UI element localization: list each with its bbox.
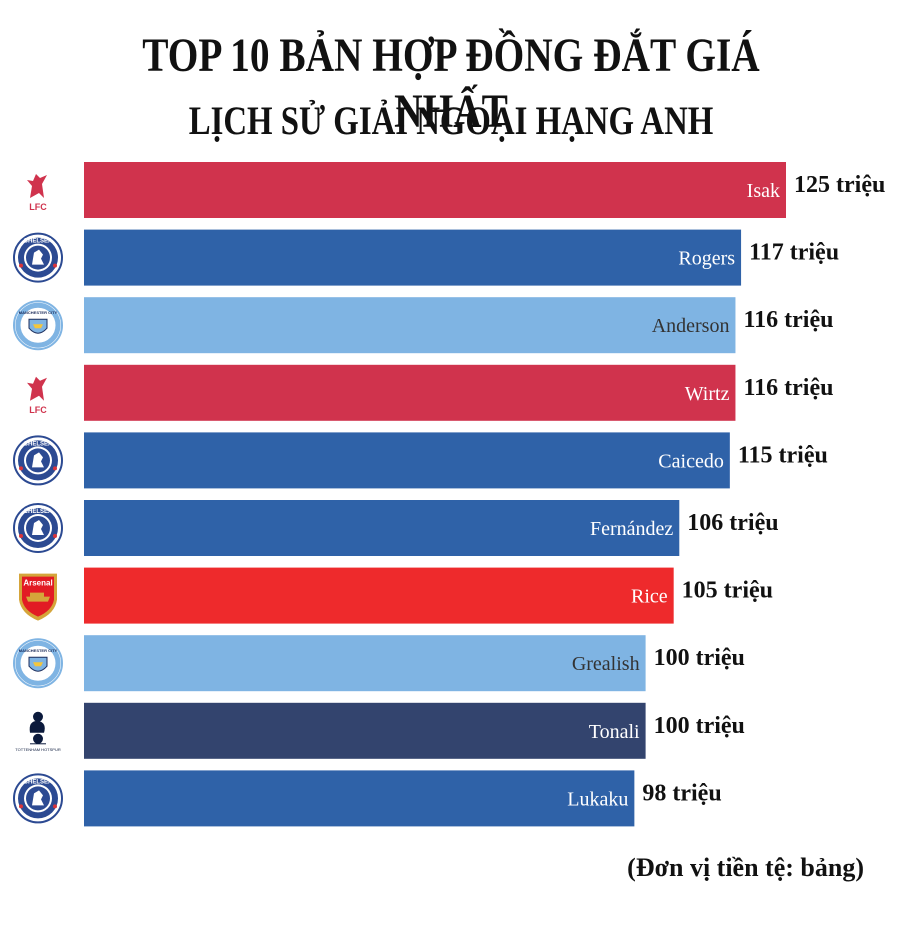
bar [84,702,646,759]
bar [84,162,786,218]
man-city-logo-icon: MANCHESTER CITY [13,300,63,351]
bar [84,229,742,286]
chart-subtitle: LỊCH SỬ GIẢI NGOẠI HẠNG ANH [188,98,714,143]
bar-value-label: 116 triệu [743,307,833,333]
bar-value-label: 100 triệu [654,645,745,671]
bar-name-label: Caicedo [658,450,724,472]
bar-value-label: 115 triệu [738,442,828,468]
bar-value-label: 125 triệu [794,172,885,198]
bar [84,567,674,624]
bar-name-label: Rogers [678,248,735,270]
chelsea-logo-text: CHELSEA [24,779,53,785]
liver-bird-shape [27,376,47,401]
badge-dot [53,534,57,538]
bar-name-label: Rice [631,586,668,608]
bar-name-label: Anderson [652,315,730,337]
bar-value-label: 106 triệu [687,510,778,536]
badge-dot [53,263,57,268]
lfc-logo-text: LFC [29,202,47,212]
bar-value-label: 105 triệu [682,578,773,604]
lfc-logo-text: LFC [29,405,47,415]
chelsea-logo-text: CHELSEA [24,509,53,515]
tottenham-logo-icon: TOTTENHAM HOTSPUR [15,711,61,752]
bar [84,432,730,489]
badge-dot [19,466,23,471]
bar [84,364,736,421]
liver-bird-shape [27,174,47,198]
bar [84,297,736,354]
bar [84,770,635,827]
badge-dot [19,804,23,809]
badge-dot [19,534,23,538]
bar [84,500,680,556]
unit-note: (Đơn vị tiền tệ: bảng) [627,853,864,882]
lion-shape [32,249,44,265]
ship-shape [33,662,43,667]
chelsea-logo-icon: CHELSEA [13,232,63,283]
city-logo-text: MANCHESTER CITY [19,648,58,653]
chelsea-logo-icon: CHELSEA [13,773,63,824]
chart-title: TOP 10 BẢN HỢP ĐỒNG ĐẮT GIÁ NHẤT [142,29,760,138]
bar-name-label: Grealish [572,653,640,675]
badge-dot [53,804,57,809]
ship-shape [33,324,43,329]
liverpool-logo-icon: LFC [27,376,47,415]
cannon-shape [26,592,50,602]
bar-name-label: Fernández [590,518,673,540]
lion-shape [32,790,44,806]
ball-shape [33,733,43,744]
bar-value-label: 116 triệu [743,375,833,401]
spurs-logo-text: TOTTENHAM HOTSPUR [15,747,61,752]
chelsea-logo-text: CHELSEA [24,441,53,447]
city-logo-text: MANCHESTER CITY [19,310,58,315]
name-band [22,578,54,588]
chelsea-logo-icon: CHELSEA [13,503,63,553]
arsenal-logo-text: Arsenal [23,579,52,588]
chelsea-logo-icon: CHELSEA [13,435,63,486]
chelsea-logo-text: CHELSEA [24,239,53,245]
bar-value-label: 98 triệu [642,780,721,806]
bar-name-label: Wirtz [685,383,730,405]
bar-value-label: 100 triệu [654,713,745,739]
bar-value-label: 117 triệu [749,240,839,266]
cockerel-head [33,711,43,722]
bar-name-label: Isak [747,180,780,202]
badge-dot [53,466,57,471]
bar-name-label: Lukaku [567,788,628,810]
badge-dot [19,263,23,268]
bar-name-label: Tonali [589,721,640,743]
lion-shape [32,452,44,468]
lion-shape [32,520,44,535]
arsenal-logo-icon: Arsenal [19,573,57,621]
bar [84,635,646,692]
cockerel-body [29,720,45,733]
liverpool-logo-icon: LFC [27,174,47,212]
man-city-logo-icon: MANCHESTER CITY [13,638,63,689]
